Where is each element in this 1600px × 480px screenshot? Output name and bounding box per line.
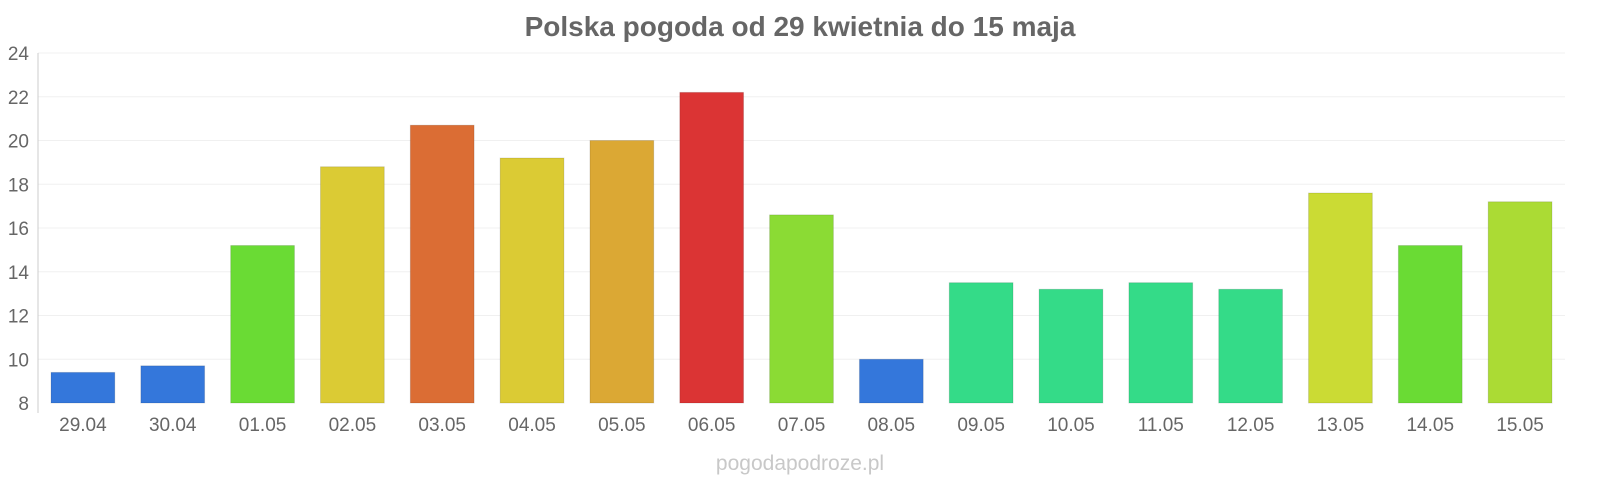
x-tick-label: 03.05 xyxy=(418,415,466,436)
bar-08.05 xyxy=(858,358,924,404)
x-tick-label: 09.05 xyxy=(957,415,1005,436)
y-tick-label: 10 xyxy=(8,350,29,371)
x-tick-label: 04.05 xyxy=(508,415,556,436)
x-tick-label: 02.05 xyxy=(329,415,377,436)
bar-13.05 xyxy=(1308,192,1373,404)
x-axis-tick-labels: 29.04 30.04 01.05 02.05 03.05 04.05 05.05 06.05… xyxy=(59,415,1544,436)
bar-01.05 xyxy=(230,245,295,404)
y-tick-label: 20 xyxy=(8,132,29,153)
x-tick-label: 10.05 xyxy=(1047,415,1095,436)
bar-02.05 xyxy=(319,166,385,404)
x-tick-label: 30.04 xyxy=(149,415,197,436)
x-tick-label: 14.05 xyxy=(1406,415,1454,436)
bar-03.05 xyxy=(409,124,475,404)
bar-09.05 xyxy=(948,282,1014,404)
x-tick-label: 29.04 xyxy=(59,415,107,436)
bar-15.05 xyxy=(1487,201,1553,404)
bar-05.05 xyxy=(589,140,655,404)
bar-04.05 xyxy=(499,157,565,404)
chart-title: Polska pogoda od 29 kwietnia do 15 maja xyxy=(525,11,1076,42)
bar-14.05 xyxy=(1397,245,1463,404)
x-tick-label: 05.05 xyxy=(598,415,646,436)
x-tick-label: 01.05 xyxy=(239,415,287,436)
y-tick-label: 18 xyxy=(8,175,29,196)
bar-07.05 xyxy=(769,214,834,404)
y-tick-label: 12 xyxy=(8,307,29,328)
bars xyxy=(50,91,1553,404)
bar-12.05 xyxy=(1218,288,1284,404)
bar-06.05 xyxy=(679,91,745,404)
x-tick-label: 07.05 xyxy=(778,415,826,436)
x-tick-label: 11.05 xyxy=(1138,415,1184,436)
y-tick-label: 22 xyxy=(8,88,29,109)
x-tick-label: 06.05 xyxy=(688,415,736,436)
y-tick-label: 8 xyxy=(18,394,29,415)
watermark-text: pogodapodroze.pl xyxy=(716,452,884,475)
x-tick-label: 08.05 xyxy=(868,415,916,436)
x-tick-label: 12.05 xyxy=(1227,415,1275,436)
y-axis-tick-labels: 8 10 12 14 16 18 20 22 24 xyxy=(8,44,30,415)
x-tick-label: 13.05 xyxy=(1317,415,1365,436)
y-tick-label: 14 xyxy=(8,263,30,284)
y-tick-label: 16 xyxy=(8,219,29,240)
y-tick-label: 24 xyxy=(8,44,30,65)
bar-11.05 xyxy=(1128,282,1194,404)
bar-30.04 xyxy=(140,365,206,404)
bar-29.04 xyxy=(50,371,116,404)
x-tick-label: 15.05 xyxy=(1496,415,1544,436)
bar-10.05 xyxy=(1038,288,1104,404)
